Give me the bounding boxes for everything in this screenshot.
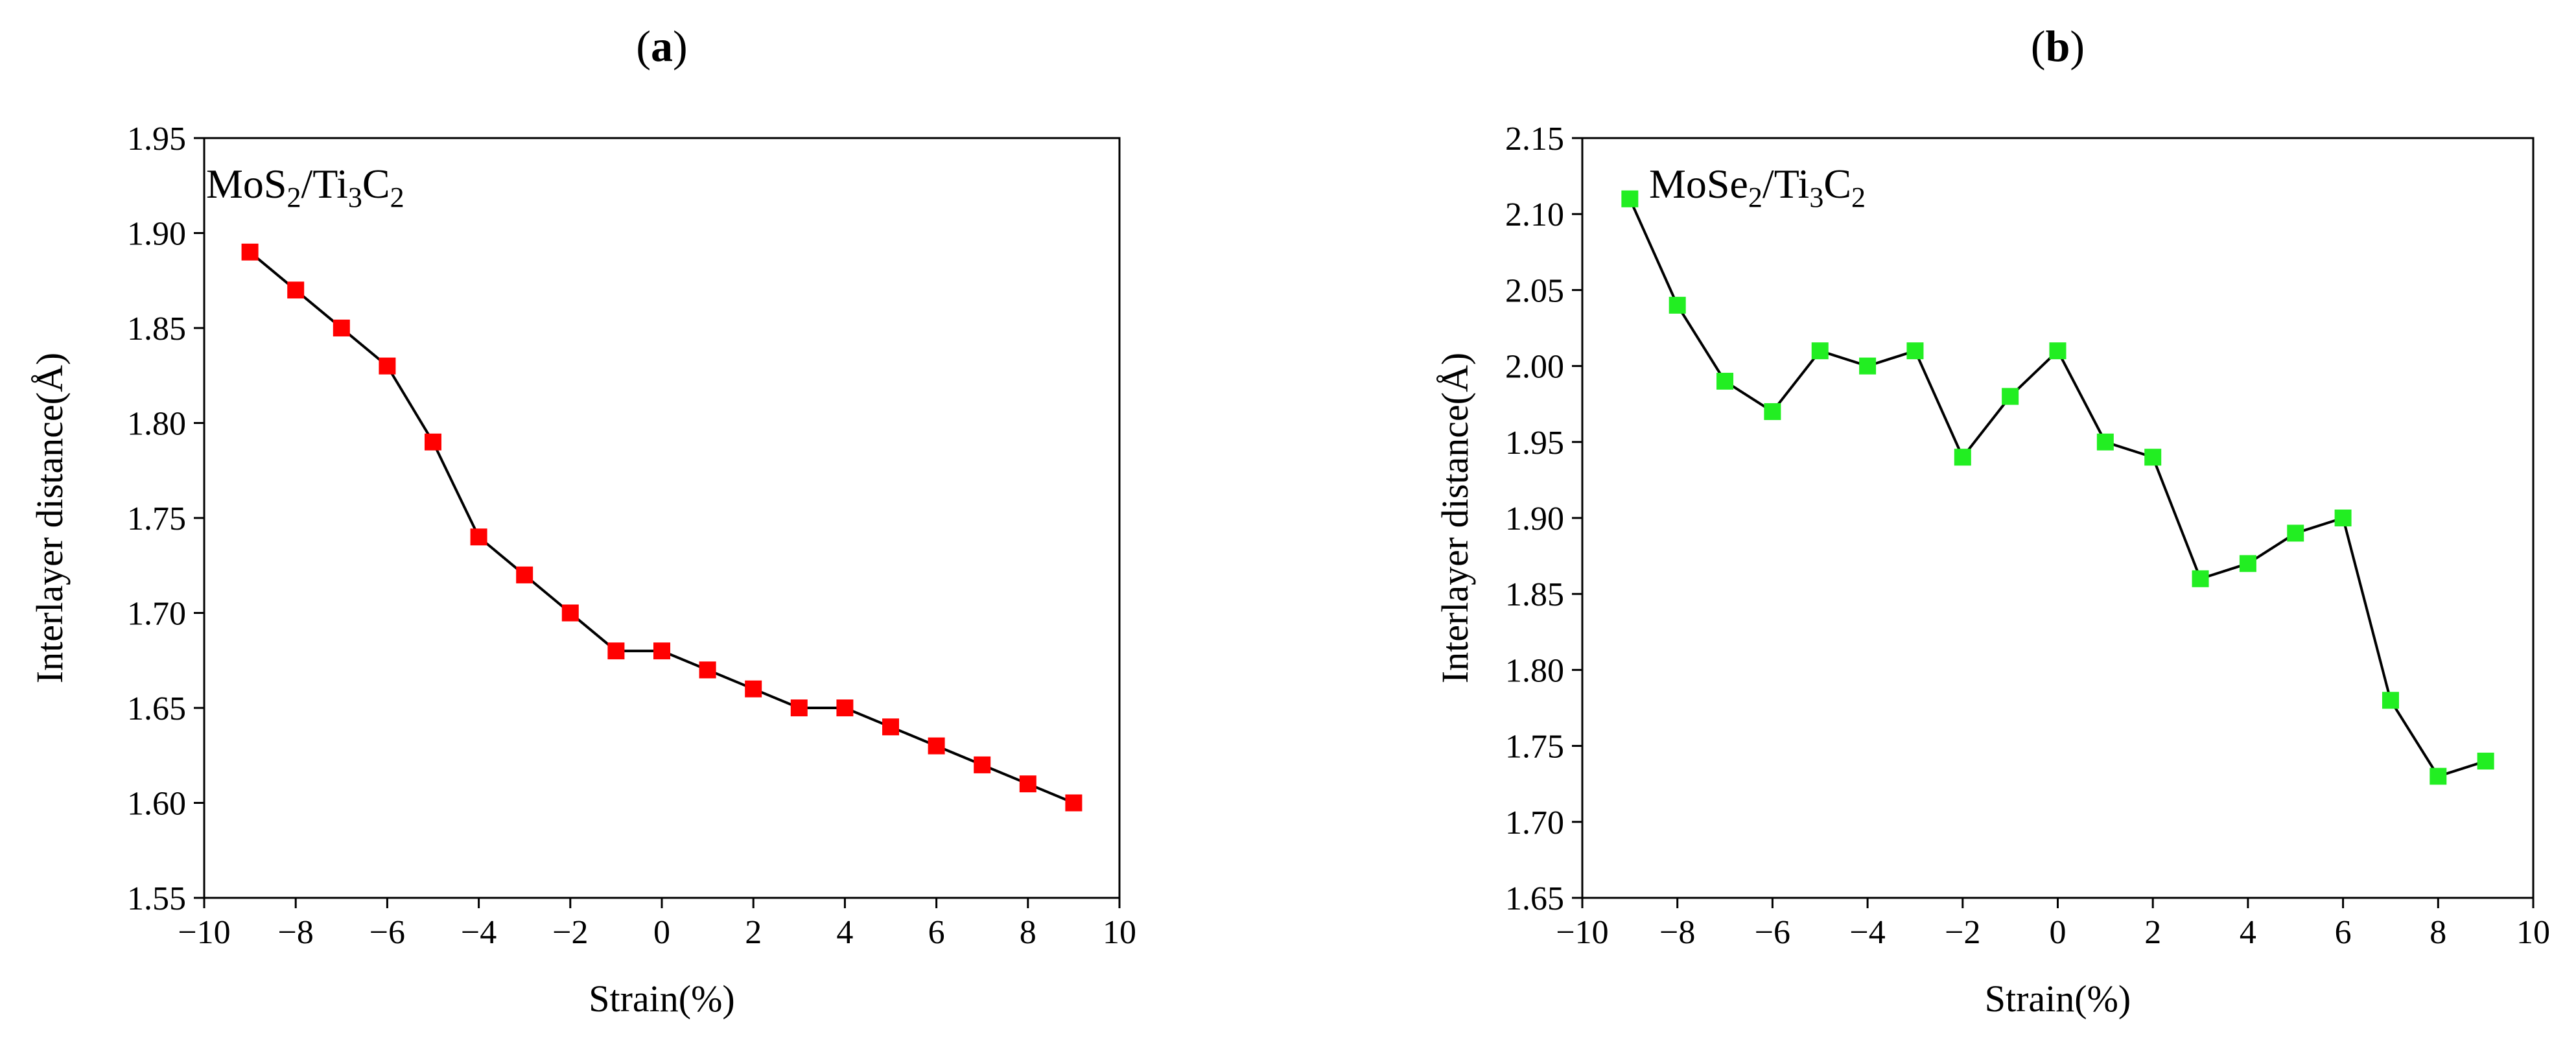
data-point bbox=[1859, 357, 1877, 375]
y-tick-label: 1.75 bbox=[127, 500, 186, 537]
x-tick-label: −8 bbox=[278, 914, 314, 951]
x-tick-label: −4 bbox=[461, 914, 497, 951]
y-tick-label: 1.80 bbox=[127, 406, 186, 443]
y-tick-label: 2.00 bbox=[1505, 349, 1564, 386]
panel-letter: b bbox=[2046, 21, 2070, 71]
panel-label: (b) bbox=[2031, 21, 2085, 71]
data-point bbox=[2002, 388, 2019, 405]
y-tick-label: 1.90 bbox=[127, 216, 186, 253]
panel-b: (b) −10 −8 −6 −4 −2 0 2 4 6 8 10 1.65 1.70 1.75 1.80 1.8… bbox=[1434, 21, 2550, 1020]
x-tick-label: 8 bbox=[1020, 914, 1036, 951]
data-point bbox=[2477, 753, 2494, 770]
y-tick-label: 1.65 bbox=[1505, 880, 1564, 917]
data-point bbox=[1669, 296, 1686, 314]
y-tick-label: 1.85 bbox=[127, 311, 186, 347]
x-tick-label: 4 bbox=[2240, 914, 2256, 951]
y-tick-label: 1.70 bbox=[127, 596, 186, 633]
data-point bbox=[2096, 433, 2114, 451]
x-tick-label: −2 bbox=[552, 914, 588, 951]
data-point bbox=[241, 243, 259, 261]
data-point bbox=[653, 642, 670, 660]
series-annotation: MoSe2/Ti3C2 bbox=[1649, 161, 1866, 213]
x-tick-label: 2 bbox=[745, 914, 762, 951]
x-tick-label: 2 bbox=[2144, 914, 2161, 951]
data-point bbox=[2334, 510, 2352, 526]
data-point bbox=[1954, 449, 1971, 466]
y-tick-label: 1.85 bbox=[1505, 576, 1564, 613]
data-point bbox=[2192, 570, 2209, 587]
data-point bbox=[287, 281, 305, 299]
data-point bbox=[2382, 692, 2399, 709]
data-point bbox=[2239, 555, 2256, 572]
data-point bbox=[928, 737, 945, 755]
x-tick-label: 4 bbox=[836, 914, 853, 951]
y-tick-label: 1.65 bbox=[127, 690, 186, 727]
x-tick-label: 6 bbox=[2335, 914, 2352, 951]
y-tick-label: 2.15 bbox=[1505, 121, 1564, 158]
x-tick-label: −4 bbox=[1849, 914, 1885, 951]
y-tick-label: 2.10 bbox=[1505, 196, 1564, 233]
data-point bbox=[836, 699, 854, 716]
data-point bbox=[699, 661, 716, 679]
data-point bbox=[1065, 794, 1083, 812]
panel-a: (a) −10 −8 −6 −4 −2 0 2 4 6 8 10 1.55 1.60 1.65 1.70 1.7… bbox=[29, 21, 1136, 1020]
x-tick-label: −6 bbox=[369, 914, 405, 951]
data-point bbox=[1621, 190, 1639, 207]
data-point bbox=[882, 718, 899, 736]
y-axis-title: Interlayer distance(Å) bbox=[1434, 353, 1476, 683]
y-tick-label: 1.90 bbox=[1505, 500, 1564, 537]
data-point bbox=[1716, 373, 1734, 390]
x-tick-label: 10 bbox=[2516, 914, 2550, 951]
y-axis-title: Interlayer distance(Å) bbox=[29, 353, 71, 683]
x-tick-label: 8 bbox=[2430, 914, 2446, 951]
data-point bbox=[974, 756, 991, 773]
y-tick-label: 1.95 bbox=[127, 121, 186, 158]
x-tick-label: 6 bbox=[928, 914, 945, 951]
data-point bbox=[1019, 775, 1036, 793]
data-point bbox=[379, 357, 396, 375]
data-point bbox=[790, 699, 808, 716]
series-annotation: MoS2/Ti3C2 bbox=[206, 161, 404, 213]
x-tick-label: −10 bbox=[178, 914, 230, 951]
plot-frame bbox=[203, 137, 1121, 899]
data-point bbox=[1906, 342, 1924, 360]
data-point bbox=[470, 528, 487, 546]
y-tick-label: 1.75 bbox=[1505, 729, 1564, 766]
series-line bbox=[249, 251, 1075, 804]
y-tick-label: 1.55 bbox=[127, 880, 186, 917]
x-axis-title: Strain(%) bbox=[1985, 978, 2131, 1020]
panel-label: (a) bbox=[636, 21, 687, 71]
data-point bbox=[561, 604, 579, 622]
x-tick-label: −8 bbox=[1659, 914, 1695, 951]
data-point bbox=[425, 433, 441, 451]
x-tick-label: −2 bbox=[1945, 914, 1980, 951]
x-tick-label: 10 bbox=[1103, 914, 1136, 951]
x-tick-label: −6 bbox=[1755, 914, 1790, 951]
data-point bbox=[2430, 768, 2447, 785]
y-tick-label: 1.80 bbox=[1505, 652, 1564, 689]
data-point bbox=[333, 320, 350, 336]
data-point bbox=[2287, 524, 2304, 542]
data-point bbox=[1764, 403, 1781, 420]
y-tick-label: 1.60 bbox=[127, 786, 186, 823]
y-tick-label: 1.70 bbox=[1505, 804, 1564, 841]
data-point bbox=[1811, 342, 1829, 360]
y-tick-label: 1.95 bbox=[1505, 425, 1564, 462]
y-tick-label: 2.05 bbox=[1505, 272, 1564, 309]
x-tick-label: −10 bbox=[1556, 914, 1608, 951]
data-point bbox=[745, 680, 762, 698]
series-line bbox=[1628, 198, 2487, 778]
plot-frame bbox=[1581, 137, 2535, 899]
x-axis-title: Strain(%) bbox=[589, 978, 735, 1020]
panel-letter: a bbox=[651, 21, 673, 71]
data-point bbox=[516, 566, 533, 583]
data-point bbox=[2144, 449, 2162, 466]
data-point bbox=[2049, 342, 2067, 360]
x-tick-label: 0 bbox=[2050, 914, 2067, 951]
data-point bbox=[607, 642, 625, 660]
x-tick-label: 0 bbox=[653, 914, 670, 951]
